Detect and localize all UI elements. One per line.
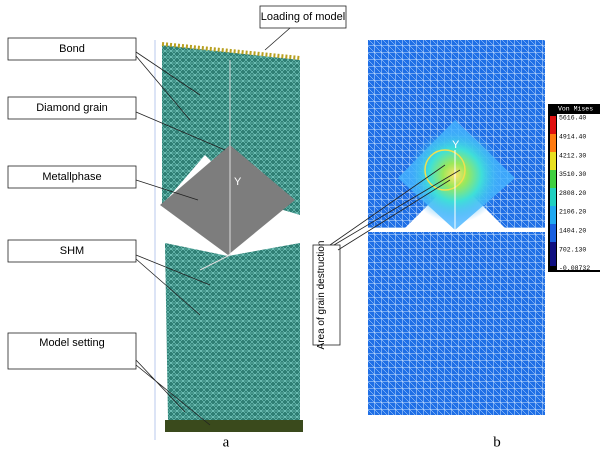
panel-b-mesh <box>368 40 545 415</box>
colorbar-label: 5616.40 <box>559 115 586 122</box>
callout-wrap: Model setting <box>8 333 136 369</box>
callout-label: Area of grain destruction <box>316 241 327 350</box>
callout-label: SHM <box>60 245 84 257</box>
panel-a-mesh <box>155 40 303 440</box>
colorbar-label: 1404.20 <box>559 228 586 235</box>
colorbar-title: Von Mises <box>558 106 593 113</box>
callout-label: Bond <box>59 43 85 55</box>
colorbar-label: 3510.30 <box>559 171 586 178</box>
colorbar-labels: 5616.40 4914.40 4212.30 3510.30 2808.20 2106.… <box>559 115 590 272</box>
callout-label: Area of grain destruction <box>316 241 327 350</box>
figure: Y Loading of model Bond Diamond grain Me… <box>0 0 600 457</box>
colorbar-label: 2106.20 <box>559 209 586 216</box>
colorbar-label: 4212.30 <box>559 152 586 159</box>
colorbar-label: -0.08732 <box>559 265 590 272</box>
callout-label: Metallphase <box>42 171 101 183</box>
colorbar-label: 702.130 <box>559 246 586 253</box>
axis-label: Y <box>452 139 460 151</box>
callout-label: Model setting <box>8 333 136 350</box>
panel-label: a <box>223 434 230 450</box>
panel-label: b <box>493 434 501 450</box>
colorbar-label: 2808.20 <box>559 190 586 197</box>
page: Y Loading of model Bond Diamond grain Me… <box>0 0 600 457</box>
callout-label: Loading of model <box>261 11 345 23</box>
callout-label: Diamond grain <box>36 102 108 114</box>
colorbar-label: 4914.40 <box>559 134 586 141</box>
axis-label: Y <box>234 176 242 188</box>
